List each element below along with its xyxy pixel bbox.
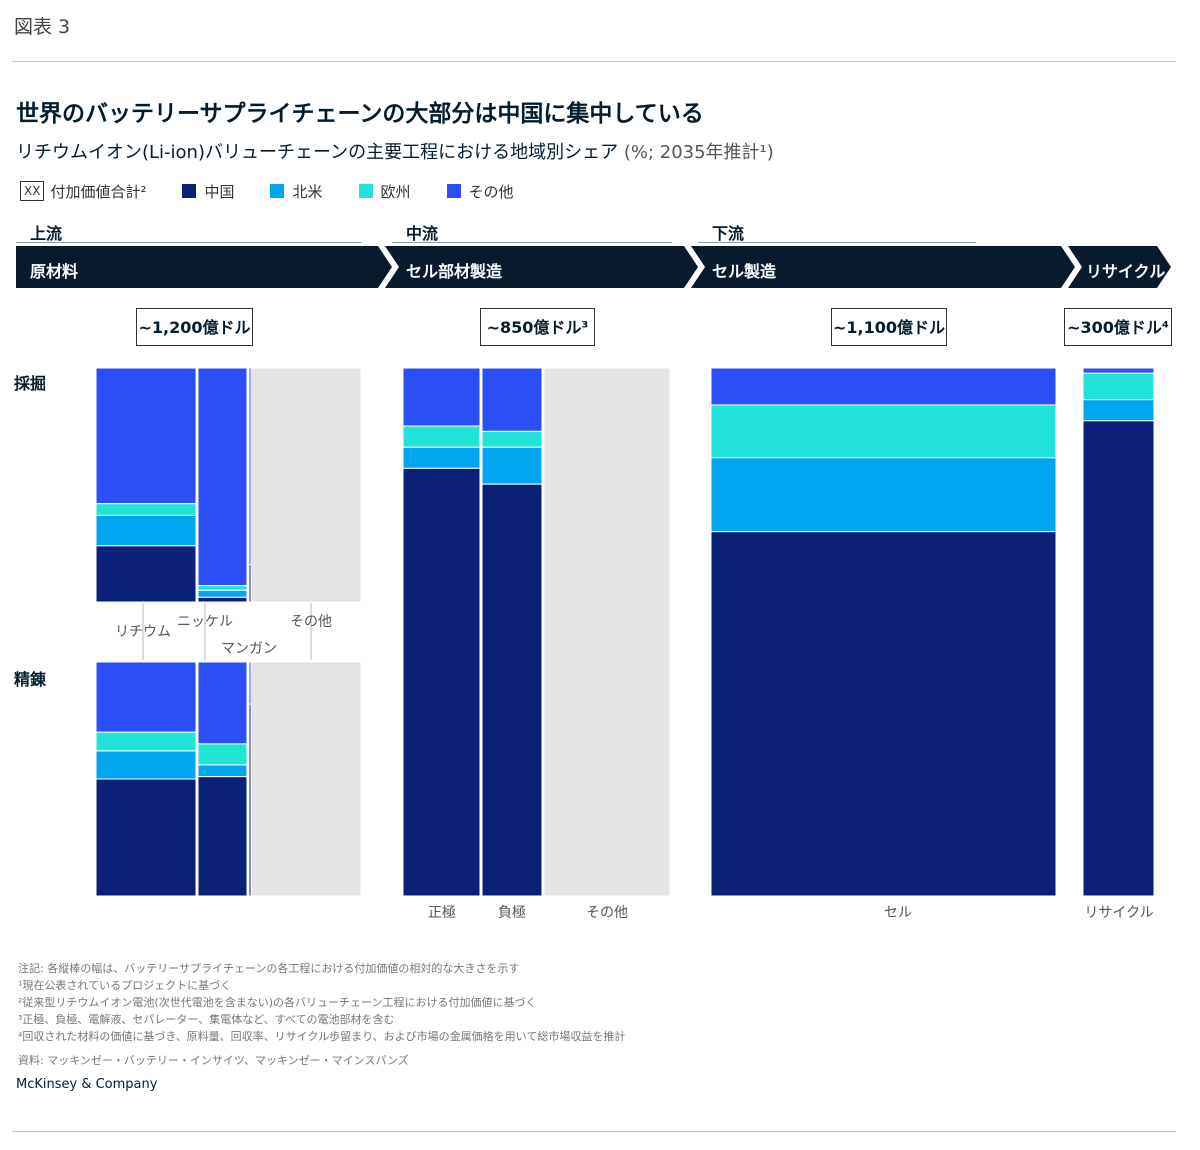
note-4: ⁴回収された材料の価値に基づき、原料量、回収率、リサイクル歩留まり、および市場の… [18,1030,626,1043]
bar-0-1-北米 [197,589,248,598]
note-1: ¹現在公表されているプロジェクトに基づく [18,979,232,992]
bar-0-0-その他 [95,367,197,505]
subtitle-unit: (%; 2035年推計¹) [623,142,774,163]
stage-downstream: 下流 [712,224,745,243]
stage-upstream-line [16,242,362,243]
chevron-raw-materials [16,246,392,288]
row-label-mining: 採掘 [14,374,47,393]
legend-item-other: その他 [446,181,514,202]
source-note: 資料: マッキンゼー・バッテリー・インサイツ、マッキンゼー・マインスパンズ [18,1054,409,1067]
legend-label-north-america: 北米 [292,182,323,201]
chevron-cell-components [385,246,698,288]
bar-1-0-中国 [95,778,197,897]
total-raw-materials: ~1,200億ドル [136,308,253,346]
bar-1-1-その他 [197,661,248,745]
legend-total-label: 付加価値合計² [50,182,147,201]
bar-3-0-その他 [710,367,1057,406]
bar-4-0-中国 [1082,420,1155,897]
bar-1-1-北米 [197,764,248,778]
legend-swatch-other [446,184,461,198]
legend-label-other: その他 [468,182,514,201]
bar-2-0-北米 [402,446,481,469]
stage-upstream: 上流 [30,224,63,243]
bar-1-3-not-shown [250,661,362,897]
bottom-divider [12,1131,1176,1132]
note-2: ²従来型リチウムイオン電池(次世代電池を含まない)の各バリューチェーン工程におけ… [18,996,537,1009]
bar-1-1-欧州 [197,743,248,766]
legend-item-north-america: 北米 [270,181,323,202]
bar-2-1-その他 [481,367,543,432]
note-3: ³正極、負極、電解液、セパレーター、集電体など、すべての電池部材を含む [18,1013,395,1026]
bar-1-0-欧州 [95,731,197,752]
legend-swatch-europe [358,184,373,198]
bar-0-0-北米 [95,514,197,547]
stage-midstream-line [392,242,672,243]
bar-4-0-北米 [1082,399,1155,422]
bar-0-1-中国 [197,596,248,603]
bar-2-1-欧州 [481,430,543,448]
xlabel-manganese: マンガン [221,641,277,657]
total-recycling: ~300億ドル⁴ [1064,308,1172,346]
bar-2-0-その他 [402,367,481,427]
mining-label-leaders [142,603,312,660]
bar-2-0-中国 [402,467,481,897]
top-divider [12,61,1176,62]
process-raw-materials: 原材料 [30,262,79,281]
xlabel-lithium: リチウム [115,624,171,640]
xlabel-components-other: その他 [586,905,628,921]
bar-0-1-その他 [197,367,248,587]
legend-total: XX 付加価値合計² [20,181,146,202]
stage-downstream-line [698,242,976,243]
chevron-cell-manufacturing [691,246,1075,288]
note-main: 注記: 各縦棒の幅は、バッテリーサプライチェーンの各工程における付加価値の相対的… [18,962,520,975]
bar-0-3-not-shown [250,367,362,603]
subtitle-text: リチウムイオン(Li-ion)バリューチェーンの主要工程における地域別シェア [16,142,619,163]
legend: XX 付加価値合計² 中国 北米 欧州 その他 [20,178,550,204]
bar-2-0-欧州 [402,425,481,448]
bar-1-0-その他 [95,661,197,733]
xlabel-recycling: リサイクル [1084,905,1153,921]
process-recycling: リサイクル [1086,262,1166,281]
legend-swatch-north-america [270,184,285,198]
process-cell-manufacturing: セル製造 [712,262,777,281]
bar-3-0-北米 [710,457,1057,533]
process-cell-components: セル部材製造 [406,262,503,281]
xlabel-nickel: ニッケル [177,614,233,630]
chart-subtitle: リチウムイオン(Li-ion)バリューチェーンの主要工程における地域別シェア (… [16,138,774,164]
chart-title: 世界のバッテリーサプライチェーンの大部分は中国に集中している [16,101,704,127]
legend-total-box: XX [20,181,45,201]
bar-2-2-not-shown [543,367,671,897]
total-cell-manufacturing: ~1,100億ドル [831,308,947,346]
brand-mckinsey: McKinsey & Company [16,1077,158,1092]
figure-label: 図表 3 [14,16,71,38]
bar-2-1-中国 [481,483,543,897]
stage-midstream: 中流 [406,224,439,243]
bar-4-0-欧州 [1082,372,1155,401]
legend-swatch-china [182,184,197,198]
bar-4-0-その他 [1082,367,1155,374]
process-chevron-bar [16,246,1171,288]
bar-0-0-中国 [95,545,197,603]
row-label-refining: 精錬 [14,670,47,689]
chevron-recycling [1068,246,1171,288]
total-cell-components: ~850億ドル³ [480,308,595,346]
legend-label-europe: 欧州 [380,182,411,201]
legend-label-china: 中国 [204,182,235,201]
bar-3-0-欧州 [710,404,1057,459]
bar-3-0-中国 [710,531,1057,897]
xlabel-mining-other: その他 [290,614,332,630]
bar-2-1-北米 [481,446,543,485]
bar-1-0-北米 [95,750,197,780]
xlabel-cathode: 正極 [428,905,456,921]
xlabel-anode: 負極 [498,905,526,921]
bar-0-0-欧州 [95,503,197,516]
legend-item-europe: 欧州 [358,181,411,202]
bar-0-1-欧州 [197,585,248,591]
xlabel-cell: セル [884,905,912,921]
bar-1-1-中国 [197,776,248,897]
legend-item-china: 中国 [182,181,234,202]
